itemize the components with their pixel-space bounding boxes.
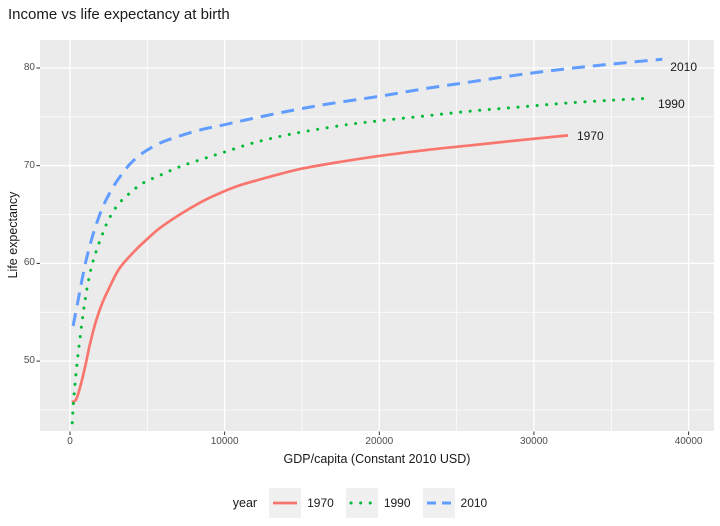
series-end-label-1970: 1970 <box>576 129 604 144</box>
legend-key-1990 <box>345 488 378 518</box>
legend-item-label: 2010 <box>460 496 488 510</box>
x-tick-label: 30000 <box>520 436 548 447</box>
legend-key-line-icon <box>426 501 451 505</box>
series-end-label-1990: 1990 <box>657 97 685 112</box>
x-tick-label: 20000 <box>365 436 394 447</box>
x-tick-label: 10000 <box>210 436 239 447</box>
series-line-1990 <box>70 96 652 425</box>
y-tick-label: 60 <box>23 257 35 269</box>
series-end-label-2010: 2010 <box>670 60 697 75</box>
plot-panel <box>40 40 714 431</box>
chart-title: Income vs life expectancy at birth <box>8 6 230 23</box>
series-line-2010 <box>71 57 663 327</box>
legend-title: year <box>232 496 258 510</box>
series-line-1970 <box>71 134 569 404</box>
y-tick-label: 70 <box>23 159 35 171</box>
y-tick-label: 50 <box>23 355 35 367</box>
legend: year 1970 1990 2010 <box>0 487 720 519</box>
y-tick-label: 80 <box>23 62 35 73</box>
legend-item-label: 1990 <box>383 496 411 510</box>
legend-item-2010: 2010 <box>422 488 488 518</box>
legend-key-1970 <box>269 488 302 518</box>
legend-key-line-icon <box>349 501 375 505</box>
x-axis-title: GDP/capita (Constant 2010 USD) <box>283 452 471 466</box>
legend-key-line-icon <box>273 501 298 505</box>
legend-key-2010 <box>422 488 455 518</box>
x-tick-label: 0 <box>67 436 73 447</box>
legend-item-1990: 1990 <box>345 488 411 518</box>
legend-item-label: 1970 <box>307 496 334 510</box>
x-tick-label: 40000 <box>674 436 703 447</box>
legend-item-1970: 1970 <box>269 488 334 518</box>
